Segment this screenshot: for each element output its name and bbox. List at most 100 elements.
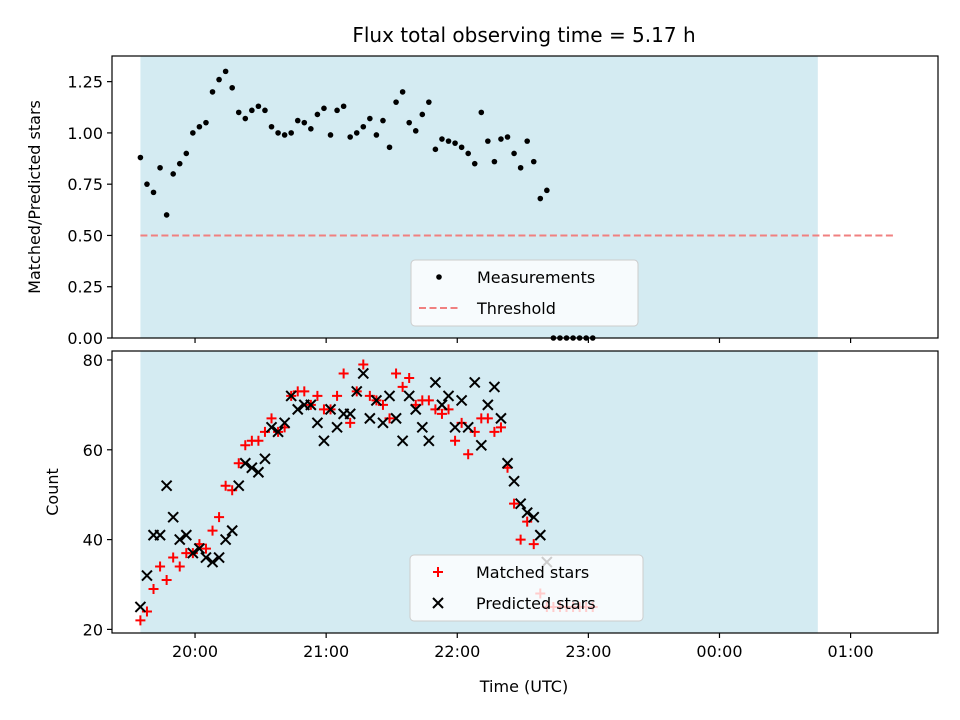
- data-point: [150, 189, 157, 196]
- data-point: [327, 132, 334, 138]
- data-point: [491, 158, 498, 165]
- x-tick-label: 21:00: [303, 642, 349, 661]
- data-point: [233, 458, 244, 469]
- y-tick-label: 0.00: [67, 329, 103, 348]
- panel-ratio: 0.00 0.25 0.50 0.75 1.00 1.25 Measurements Thre…: [67, 55, 939, 348]
- data-point: [255, 103, 262, 110]
- data-point: [288, 130, 294, 136]
- legend-label: Predicted stars: [476, 594, 596, 613]
- data-point: [495, 422, 506, 433]
- data-point: [469, 376, 481, 389]
- data-point: [168, 552, 179, 563]
- chart-title: Flux total observing time = 5.17 h: [352, 23, 695, 47]
- data-point: [226, 524, 238, 537]
- data-point: [292, 403, 304, 416]
- legend-box: [409, 554, 644, 622]
- data-point: [390, 412, 402, 425]
- data-point: [537, 195, 544, 202]
- data-point: [509, 498, 520, 509]
- data-point: [174, 561, 185, 572]
- data-point: [528, 539, 539, 550]
- data-point: [252, 466, 265, 478]
- data-point: [351, 385, 363, 398]
- data-point: [262, 107, 268, 114]
- x-tick-label: 23:00: [565, 642, 611, 661]
- series-predicted-stars: [134, 367, 553, 613]
- x-tick-label: 22:00: [434, 642, 480, 661]
- legend-label: Matched stars: [476, 563, 589, 582]
- data-point: [278, 417, 291, 429]
- data-point: [193, 542, 206, 555]
- data-point: [412, 128, 419, 134]
- data-point: [463, 449, 474, 460]
- data-point: [157, 164, 163, 171]
- data-point: [515, 534, 526, 545]
- data-point: [380, 117, 386, 124]
- data-point: [495, 412, 507, 425]
- legend: Matched stars Predicted stars: [409, 554, 644, 622]
- data-point: [332, 390, 343, 401]
- data-point: [383, 390, 396, 402]
- data-point: [370, 394, 383, 407]
- data-point: [301, 119, 308, 126]
- y-axis-label-top: Matched/Predicted stars: [25, 100, 44, 294]
- data-point: [180, 529, 193, 541]
- data-point: [511, 150, 517, 157]
- data-point: [544, 187, 550, 194]
- x-tick-label: 00:00: [696, 642, 742, 661]
- data-point: [367, 115, 373, 122]
- data-point: [416, 421, 429, 434]
- legend-marker-measurements: [436, 274, 442, 280]
- data-point: [144, 181, 150, 187]
- data-point: [377, 417, 389, 429]
- data-point: [534, 529, 547, 541]
- data-point: [209, 89, 216, 95]
- data-point: [148, 583, 159, 594]
- data-point: [353, 130, 360, 136]
- data-point: [445, 138, 452, 144]
- legend-box: [410, 259, 639, 327]
- data-point: [174, 533, 186, 546]
- y-tick-label: 0.25: [67, 278, 103, 297]
- data-point: [318, 435, 330, 447]
- legend-marker-predicted: [432, 597, 444, 609]
- data-point: [135, 615, 146, 626]
- data-point: [391, 368, 402, 379]
- data-point: [200, 543, 211, 554]
- data-point: [423, 435, 435, 447]
- axes-frame: [111, 350, 939, 634]
- data-point: [360, 123, 367, 130]
- data-point: [324, 403, 337, 416]
- data-point: [489, 426, 500, 437]
- data-point: [222, 68, 229, 75]
- data-point: [311, 417, 324, 429]
- y-tick-label: 80: [83, 351, 103, 370]
- y-tick-label: 0.50: [67, 226, 103, 245]
- data-point: [299, 386, 310, 397]
- data-point: [478, 109, 485, 116]
- data-point: [235, 109, 242, 116]
- data-point: [357, 367, 370, 380]
- data-point: [229, 84, 235, 91]
- data-point: [272, 426, 284, 438]
- x-axis-label: Time (UTC): [479, 677, 568, 696]
- data-point: [458, 144, 465, 151]
- data-point: [442, 390, 455, 402]
- data-point: [183, 150, 190, 157]
- data-point: [285, 390, 297, 402]
- data-point: [501, 457, 514, 469]
- legend-label: Threshold: [476, 299, 556, 318]
- data-point: [364, 412, 376, 425]
- data-point: [450, 435, 461, 446]
- data-point: [423, 395, 434, 406]
- data-point: [249, 107, 255, 114]
- data-point: [373, 132, 380, 138]
- legend-label: Measurements: [477, 268, 595, 287]
- data-point: [517, 164, 524, 171]
- data-point: [259, 453, 271, 465]
- data-point: [449, 421, 461, 434]
- data-point: [314, 111, 321, 118]
- data-point: [213, 551, 225, 564]
- y-tick-label: 1.25: [67, 73, 103, 92]
- y-tick-label: 20: [83, 620, 103, 639]
